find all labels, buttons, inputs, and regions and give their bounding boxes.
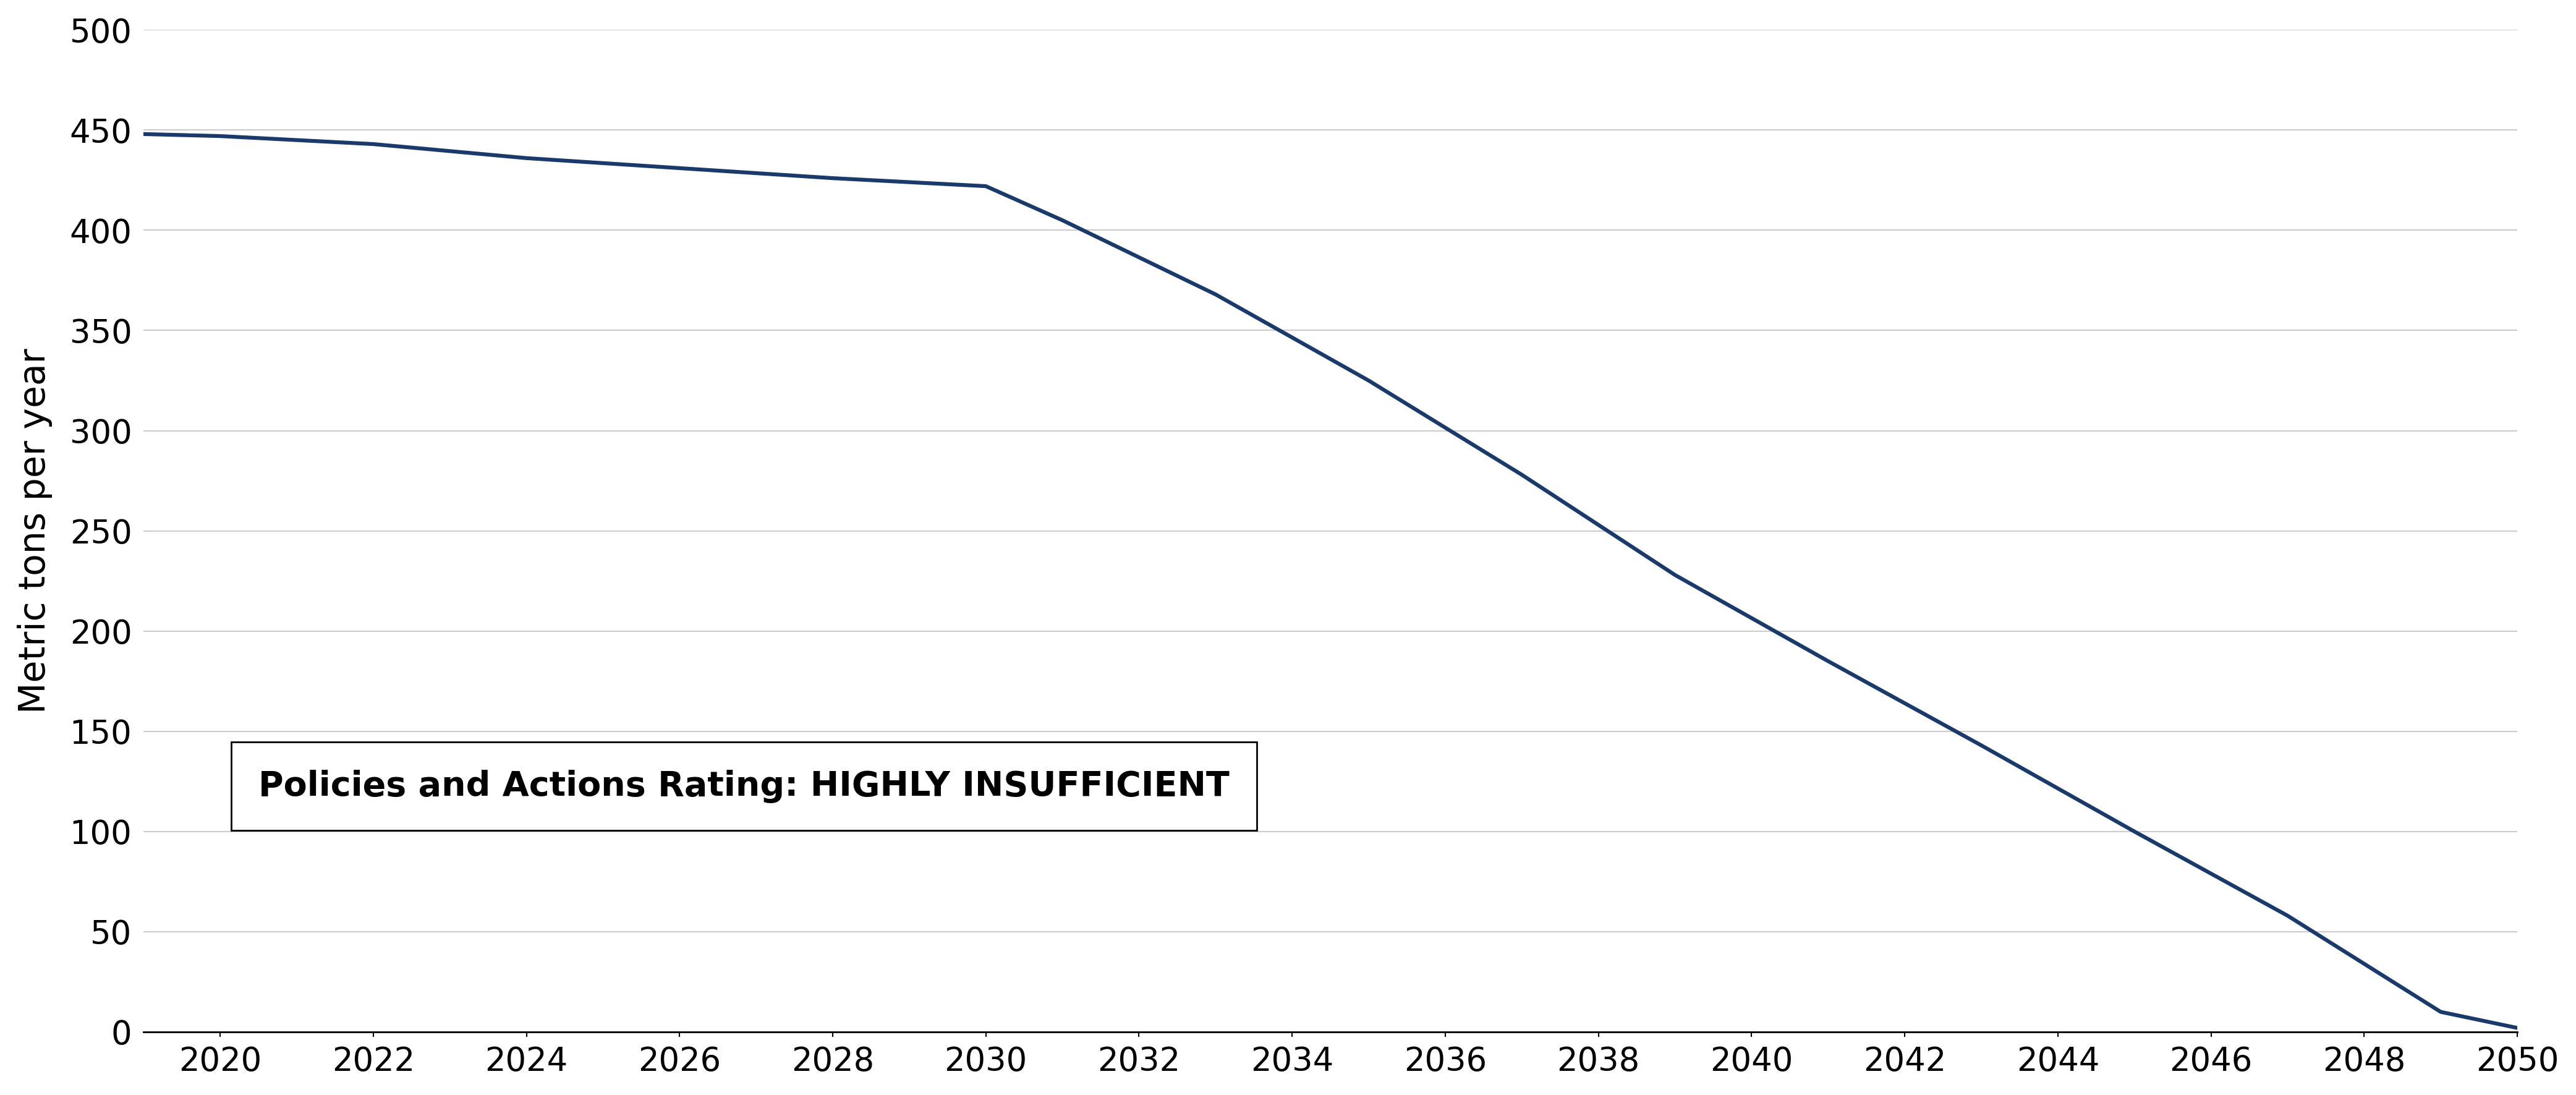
Y-axis label: Metric tons per year: Metric tons per year	[18, 348, 52, 714]
Text: Policies and Actions Rating: HIGHLY INSUFFICIENT: Policies and Actions Rating: HIGHLY INSU…	[258, 770, 1229, 803]
